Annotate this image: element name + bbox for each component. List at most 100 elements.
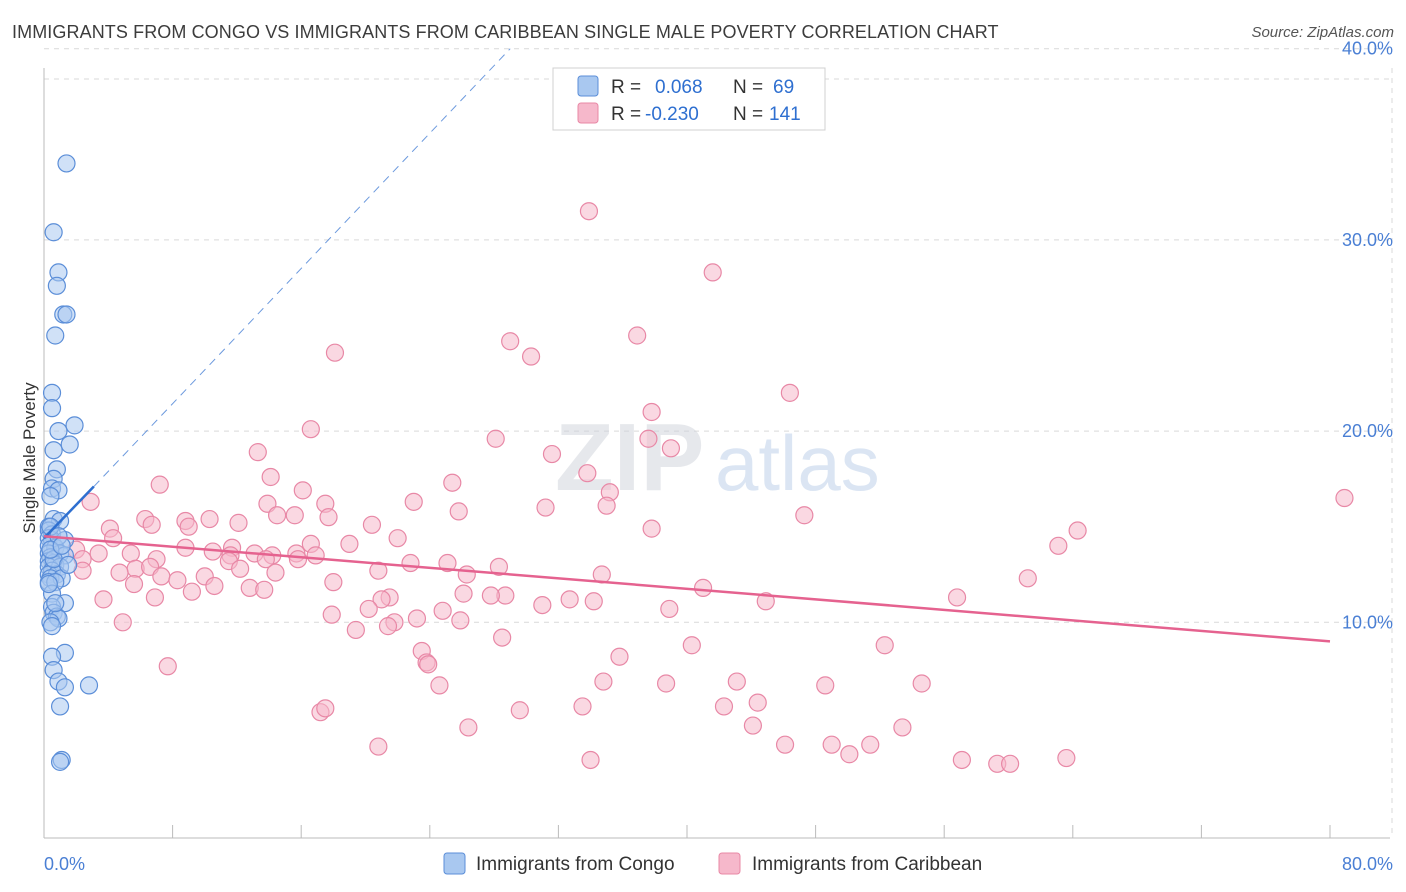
caribbean-point (861, 735, 880, 754)
y-tick-labels: 10.0% 20.0% 30.0% 40.0% (1342, 39, 1393, 633)
congo-point (47, 276, 66, 295)
bottom-legend-swatch-caribbean (718, 852, 741, 875)
caribbean-point (748, 693, 767, 712)
legend-swatch-caribbean (577, 102, 599, 124)
grid-layer (44, 48, 1393, 838)
y-tick-label: 30.0% (1342, 230, 1393, 250)
caribbean-point (388, 529, 407, 548)
caribbean-point (661, 439, 681, 458)
congo-point (39, 574, 58, 594)
caribbean-point (795, 506, 814, 525)
congo-point (50, 752, 70, 771)
caribbean-point (89, 544, 108, 563)
caribbean-point (743, 716, 763, 735)
congo-point (50, 697, 70, 716)
congo-point (44, 223, 63, 242)
caribbean-point (693, 578, 713, 597)
caribbean-point (579, 202, 599, 221)
trend-lines (43, 48, 1331, 643)
caribbean-point (369, 737, 388, 756)
caribbean-point (316, 699, 335, 718)
caribbean-point (419, 655, 438, 674)
watermark: ZIP atlas (555, 404, 880, 511)
caribbean-point (454, 584, 473, 603)
caribbean-point (142, 515, 161, 534)
congo-point (44, 441, 63, 460)
caribbean-point (378, 617, 398, 636)
caribbean-point (113, 613, 132, 632)
caribbean-point (179, 517, 198, 536)
caribbean-point (150, 475, 169, 494)
caribbean-point (703, 263, 722, 282)
caribbean-point (369, 561, 388, 580)
series-caribbean-points (67, 202, 1354, 773)
caribbean-point (404, 492, 423, 511)
caribbean-point (121, 544, 140, 563)
congo-point (60, 435, 79, 454)
caribbean-point (248, 443, 267, 462)
caribbean-point (104, 529, 123, 548)
caribbean-point (443, 473, 462, 492)
caribbean-point (952, 750, 971, 770)
caribbean-point (288, 550, 308, 569)
caribbean-point (124, 574, 144, 594)
caribbean-point (893, 718, 912, 737)
caribbean-point (584, 592, 603, 611)
source-label: Source: ZipAtlas.com (1251, 24, 1394, 41)
caribbean-point (372, 590, 391, 609)
caribbean-point (1018, 569, 1037, 588)
caribbean-point (573, 697, 592, 716)
caribbean-point (542, 444, 562, 464)
caribbean-point (322, 605, 341, 624)
bottom-legend-label-congo: Immigrants from Congo (476, 854, 675, 875)
caribbean-point (205, 576, 224, 596)
caribbean-point (433, 601, 452, 620)
x-tick-label-max: 80.0% (1342, 854, 1393, 874)
legend-carib-r-value: -0.230 (645, 104, 699, 125)
caribbean-point (459, 718, 478, 737)
caribbean-point (346, 620, 365, 640)
caribbean-point (521, 347, 541, 366)
caribbean-point (401, 553, 420, 573)
caribbean-point (168, 571, 187, 590)
caribbean-point (610, 647, 629, 666)
congo-point (41, 487, 60, 506)
congo-point (55, 678, 74, 697)
caribbean-point (560, 590, 579, 609)
watermark-zip: ZIP (555, 404, 704, 511)
caribbean-point (642, 519, 661, 538)
congo-trend-extension (93, 48, 511, 487)
caribbean-point (1057, 748, 1076, 768)
caribbean-point (947, 588, 967, 607)
caribbean-point (1049, 536, 1068, 555)
y-tick-label: 20.0% (1342, 421, 1393, 441)
bottom-legend-swatch-congo (443, 852, 466, 875)
caribbean-point (642, 402, 661, 422)
caribbean-point (486, 429, 505, 448)
caribbean-point (266, 563, 285, 582)
legend-carib-n-label: N = (733, 104, 763, 125)
x-tick-label-min: 0.0% (44, 854, 85, 874)
legend-carib-n-value: 141 (769, 104, 801, 125)
congo-point (42, 617, 62, 636)
legend-congo-n-value: 69 (773, 77, 794, 98)
caribbean-point (510, 701, 529, 720)
legend-swatch-congo (577, 75, 599, 97)
congo-point (57, 305, 76, 324)
caribbean-point (533, 595, 552, 615)
caribbean-point (359, 599, 378, 619)
caribbean-point (1335, 488, 1354, 508)
caribbean-point (451, 611, 470, 630)
caribbean-point (660, 599, 679, 619)
caribbean-point (639, 429, 658, 448)
caribbean-point (756, 592, 775, 611)
bottom-legend-label-caribbean: Immigrants from Caribbean (752, 854, 982, 875)
caribbean-point (407, 609, 427, 628)
caribbean-point (1001, 754, 1020, 773)
congo-point (52, 536, 71, 555)
y-tick-label: 10.0% (1342, 612, 1393, 632)
caribbean-point (306, 546, 325, 565)
caribbean-point (822, 735, 841, 754)
caribbean-point (158, 657, 177, 676)
legend-congo-r-value: 0.068 (655, 77, 703, 98)
